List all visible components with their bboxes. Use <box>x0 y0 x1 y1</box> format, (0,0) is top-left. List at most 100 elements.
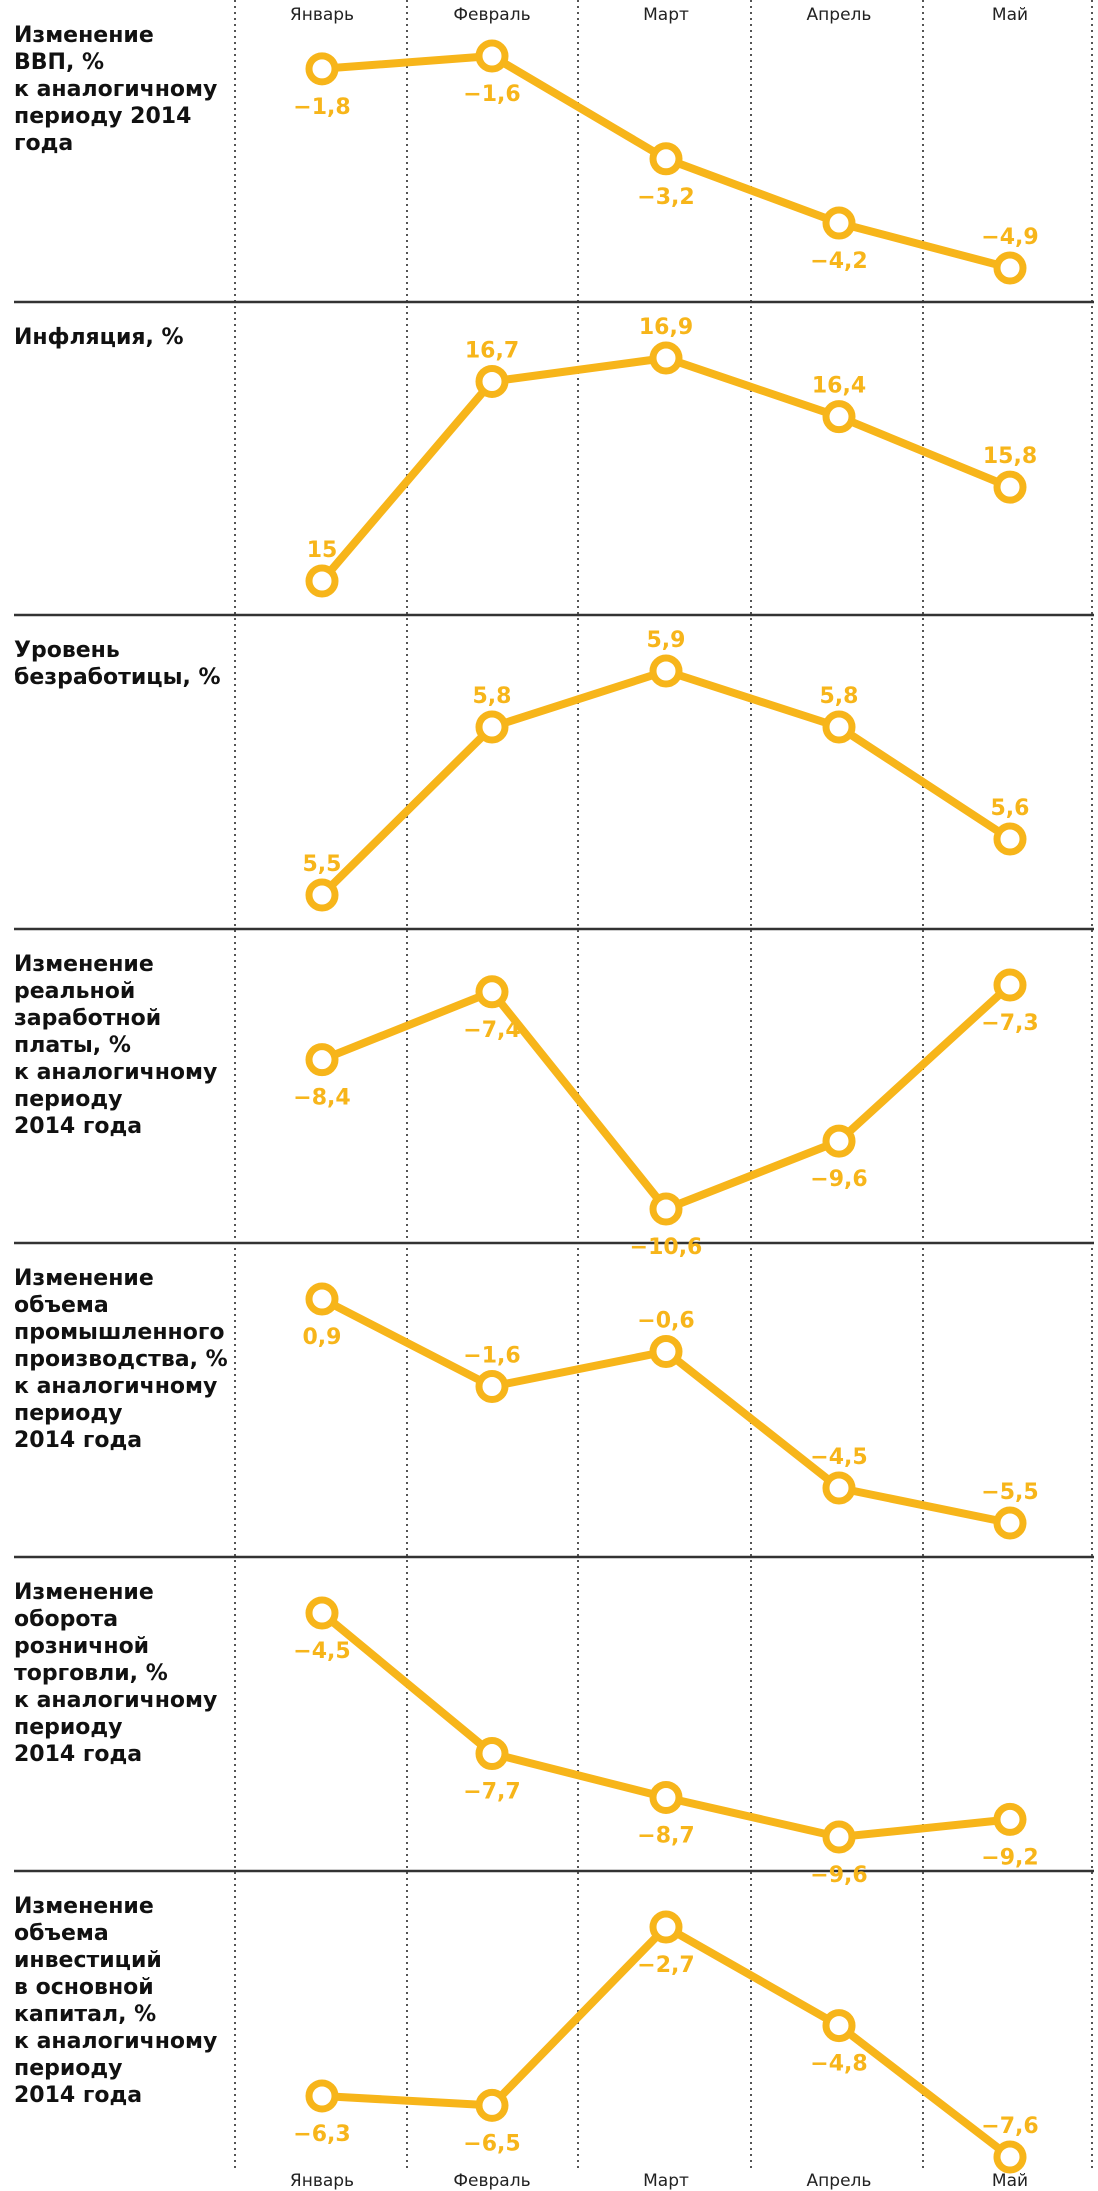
panel-title-line-2: промышленного <box>14 1320 224 1345</box>
panel-title-line-7: 2014 года <box>14 2083 142 2108</box>
data-point-4 <box>993 251 1027 285</box>
data-point-2 <box>649 654 683 688</box>
data-point-1 <box>475 364 509 398</box>
value-label-3: −9,6 <box>810 1167 867 1192</box>
value-label-1: −1,6 <box>463 82 520 107</box>
value-label-1: 5,8 <box>473 684 512 709</box>
data-point-4 <box>993 968 1027 1002</box>
panel-title-line-0: Изменение <box>14 952 154 977</box>
column-gridlines <box>234 0 1093 2170</box>
data-point-0 <box>305 1282 339 1316</box>
data-point-3 <box>822 710 856 744</box>
data-point-2 <box>649 1780 683 1814</box>
panel-title-line-5: периоду <box>14 1715 123 1740</box>
data-point-0 <box>305 1043 339 1077</box>
value-label-0: −1,8 <box>293 95 350 120</box>
panel-title-line-1: ВВП, % <box>14 50 104 75</box>
panel-title-line-6: 2014 года <box>14 1114 142 1139</box>
data-point-2 <box>649 341 683 375</box>
data-point-4 <box>993 822 1027 856</box>
month-label-top-3: Апрель <box>807 5 872 25</box>
data-point-4 <box>993 1506 1027 1540</box>
data-point-1 <box>475 975 509 1009</box>
data-point-2 <box>649 1335 683 1368</box>
panel-title-line-3: периоду 2014 <box>14 104 191 129</box>
panel-title-line-6: 2014 года <box>14 1428 142 1453</box>
data-point-1 <box>475 1737 509 1771</box>
value-label-4: −9,2 <box>981 1845 1038 1870</box>
value-label-2: −10,6 <box>630 1235 703 1260</box>
panel-title-line-2: розничной <box>14 1634 149 1659</box>
panel-title-line-1: безработицы, % <box>14 665 221 690</box>
month-label-top-2: Март <box>643 5 689 25</box>
panel-title: Инфляция, % <box>14 325 184 350</box>
data-point-0 <box>305 2079 339 2113</box>
month-label-bottom-3: Апрель <box>807 2171 872 2191</box>
value-label-2: −3,2 <box>637 185 694 210</box>
value-label-3: 16,4 <box>812 374 866 399</box>
panel-title-line-4: к аналогичному <box>14 1688 217 1713</box>
month-axis-top: Январь Февраль Март Апрель Май <box>290 5 1028 25</box>
panel-title: Изменениеобъемапромышленногопроизводства… <box>14 1266 228 1453</box>
data-point-1 <box>475 2088 509 2122</box>
data-point-2 <box>649 1192 683 1226</box>
data-point-1 <box>475 39 509 73</box>
panel-title-line-0: Изменение <box>14 1580 154 1605</box>
panel-title-line-1: оборота <box>14 1607 118 1632</box>
value-label-4: −7,6 <box>981 2114 1038 2139</box>
data-point-3 <box>822 2009 856 2043</box>
value-label-2: −8,7 <box>637 1823 694 1848</box>
panel-title-line-4: к аналогичному <box>14 1060 217 1085</box>
month-label-bottom-4: Май <box>992 2171 1028 2191</box>
series-line <box>318 981 1014 1213</box>
panel-title-line-0: Изменение <box>14 23 154 48</box>
panel-title-line-6: 2014 года <box>14 1742 142 1767</box>
value-label-2: 5,9 <box>647 628 686 653</box>
panel-title-line-2: к аналогичному <box>14 77 217 102</box>
month-axis-bottom: Январь Февраль Март Апрель Май <box>290 2171 1028 2191</box>
panel-title-line-1: объема <box>14 1921 109 1946</box>
value-label-3: −9,6 <box>810 1863 867 1888</box>
value-label-0: 15 <box>307 538 338 563</box>
panel-title-line-4: капитал, % <box>14 2002 156 2027</box>
data-point-2 <box>649 1910 683 1944</box>
data-point-0 <box>305 878 339 912</box>
data-point-1 <box>475 1370 509 1403</box>
panel-separators <box>14 300 1094 1873</box>
panel-title-line-0: Изменение <box>14 1266 154 1291</box>
value-label-3: −4,5 <box>810 1445 867 1470</box>
value-label-0: −4,5 <box>293 1639 350 1664</box>
month-label-top-1: Февраль <box>453 5 530 25</box>
panel-4: Изменениеобъемапромышленногопроизводства… <box>14 1266 1039 1540</box>
month-label-top-4: Май <box>992 5 1028 25</box>
value-label-4: −5,5 <box>981 1480 1038 1505</box>
data-point-4 <box>993 1802 1027 1836</box>
value-label-4: 15,8 <box>983 444 1037 469</box>
value-label-4: 5,6 <box>991 796 1030 821</box>
data-point-3 <box>822 400 856 434</box>
value-label-1: −6,5 <box>463 2131 520 2156</box>
month-label-bottom-1: Февраль <box>453 2171 530 2191</box>
data-point-1 <box>475 710 509 744</box>
panel-title-line-0: Изменение <box>14 1894 154 1919</box>
panel-title-line-4: к аналогичному <box>14 1374 217 1399</box>
month-label-bottom-0: Январь <box>290 2171 354 2191</box>
value-label-4: −4,9 <box>981 225 1038 250</box>
month-label-bottom-2: Март <box>643 2171 689 2191</box>
value-label-1: −7,7 <box>463 1780 520 1805</box>
value-label-0: 0,9 <box>303 1325 342 1350</box>
data-point-3 <box>822 1471 856 1505</box>
value-label-0: −6,3 <box>293 2122 350 2147</box>
value-label-1: −1,6 <box>463 1344 520 1369</box>
